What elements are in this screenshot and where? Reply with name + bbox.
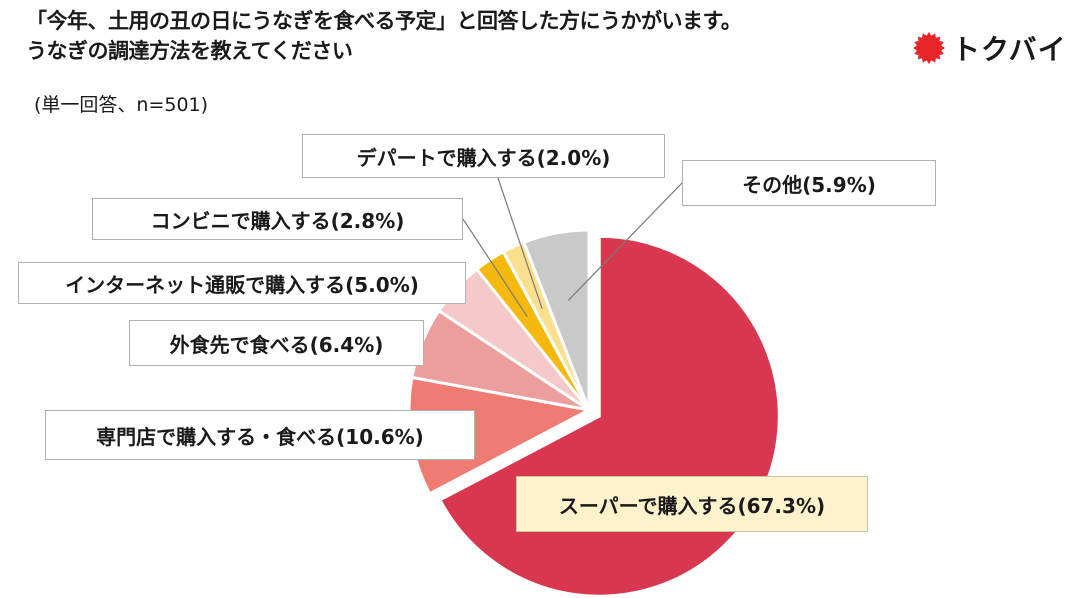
- slice-label-3: 外食先で食べる(6.4%): [129, 320, 424, 366]
- leader-line-5: [462, 218, 528, 318]
- chart-title: 「今年、土用の丑の日にうなぎを食べる予定」と回答した方にうかがいます。 うなぎの…: [26, 6, 742, 66]
- tokubai-logo: トクバイ: [912, 28, 1067, 68]
- slice-label-1: スーパーで購入する(67.3%): [516, 476, 868, 532]
- slice-label-7: その他(5.9%): [682, 160, 936, 206]
- title-line-1: 「今年、土用の丑の日にうなぎを食べる予定」と回答した方にうかがいます。: [26, 9, 742, 33]
- sample-note: (単一回答、n=501): [34, 94, 209, 116]
- title-line-2: うなぎの調達方法を教えてください: [26, 39, 353, 63]
- slice-label-5: コンビニで購入する(2.8%): [92, 198, 463, 240]
- logo-text: トクバイ: [952, 33, 1067, 66]
- slice-label-6: デパートで購入する(2.0%): [302, 134, 665, 178]
- slice-label-2: 専門店で購入する・食べる(10.6%): [45, 410, 475, 460]
- leader-line-7: [567, 182, 683, 301]
- sun-burst-icon: [913, 32, 945, 64]
- leader-line-6: [497, 177, 543, 309]
- pie-slice-7: [521, 228, 591, 411]
- slice-label-4: インターネット通販で購入する(5.0%): [18, 262, 466, 304]
